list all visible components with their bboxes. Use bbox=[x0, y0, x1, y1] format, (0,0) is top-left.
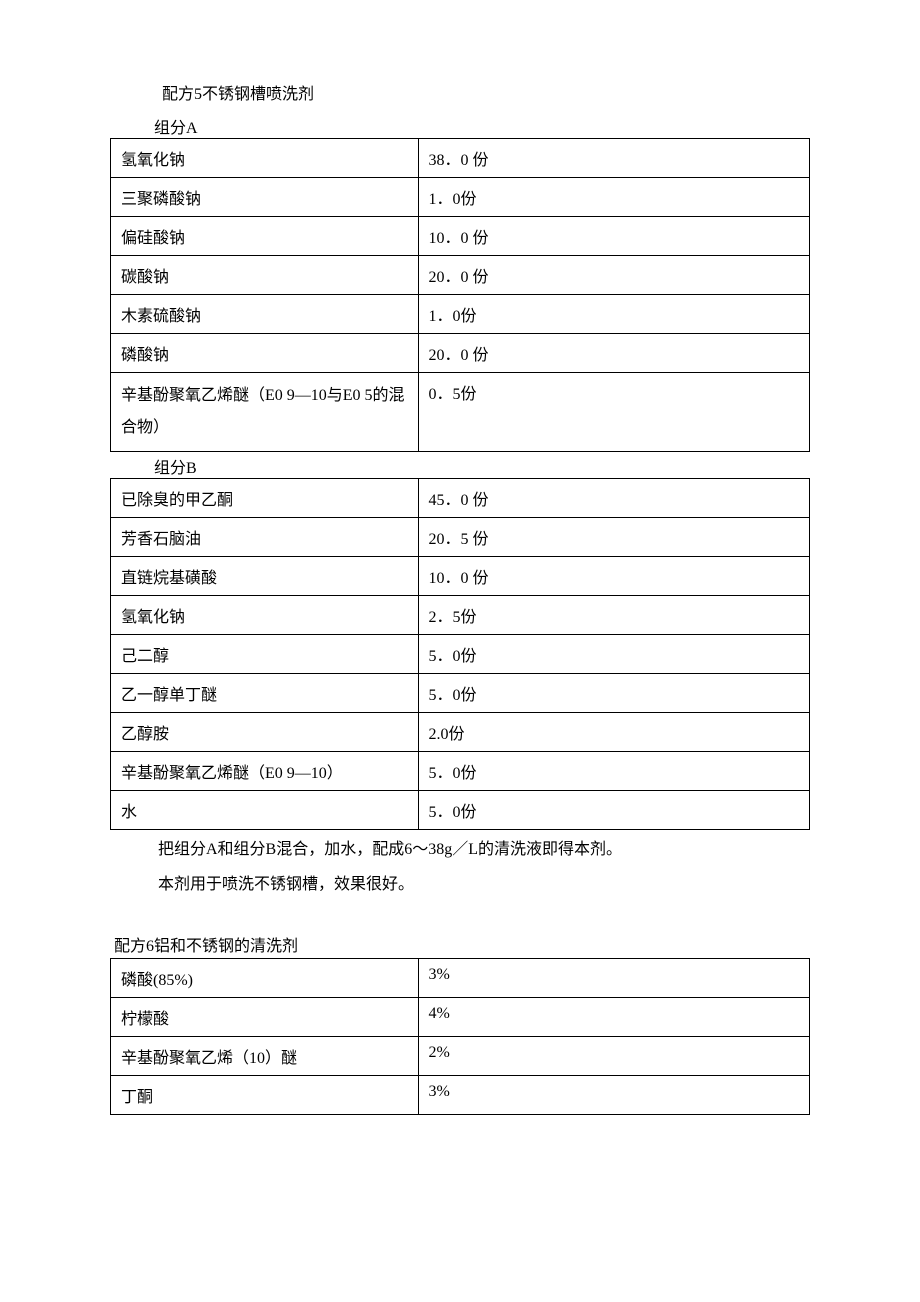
ingredient-name: 三聚磷酸钠 bbox=[111, 178, 419, 217]
ingredient-name: 磷酸(85%) bbox=[111, 959, 419, 998]
ingredient-value: 5．0份 bbox=[418, 674, 809, 713]
ingredient-name: 偏硅酸钠 bbox=[111, 217, 419, 256]
group-b-table: 已除臭的甲乙酮 45．0 份 芳香石脑油 20．5 份 直链烷基磺酸 10．0 … bbox=[110, 478, 810, 830]
ingredient-name: 水 bbox=[111, 791, 419, 830]
ingredient-name: 磷酸钠 bbox=[111, 334, 419, 373]
ingredient-name: 辛基酚聚氧乙烯醚（E0 9—10） bbox=[111, 752, 419, 791]
table-row: 乙一醇单丁醚 5．0份 bbox=[111, 674, 810, 713]
ingredient-value: 5．0份 bbox=[418, 791, 809, 830]
ingredient-value: 1．0份 bbox=[418, 295, 809, 334]
ingredient-value: 4% bbox=[418, 998, 809, 1037]
table-row: 偏硅酸钠 10．0 份 bbox=[111, 217, 810, 256]
table-row: 碳酸钠 20．0 份 bbox=[111, 256, 810, 295]
group-a-table: 氢氧化钠 38．0 份 三聚磷酸钠 1．0份 偏硅酸钠 10．0 份 碳酸钠 2… bbox=[110, 138, 810, 452]
ingredient-name: 己二醇 bbox=[111, 635, 419, 674]
ingredient-value: 20．0 份 bbox=[418, 256, 809, 295]
table-row: 辛基酚聚氧乙烯醚（E0 9—10） 5．0份 bbox=[111, 752, 810, 791]
ingredient-value: 38．0 份 bbox=[418, 139, 809, 178]
ingredient-value: 3% bbox=[418, 1076, 809, 1115]
ingredient-value: 2% bbox=[418, 1037, 809, 1076]
ingredient-name: 丁酮 bbox=[111, 1076, 419, 1115]
ingredient-value: 1．0份 bbox=[418, 178, 809, 217]
ingredient-value: 5．0份 bbox=[418, 752, 809, 791]
page-content: 配方5不锈钢槽喷洗剂 组分A 氢氧化钠 38．0 份 三聚磷酸钠 1．0份 偏硅… bbox=[0, 0, 920, 1167]
table-row: 水 5．0份 bbox=[111, 791, 810, 830]
formula5-title: 配方5不锈钢槽喷洗剂 bbox=[110, 80, 810, 104]
table-row: 直链烷基磺酸 10．0 份 bbox=[111, 557, 810, 596]
table-row: 磷酸钠 20．0 份 bbox=[111, 334, 810, 373]
ingredient-value: 2.0份 bbox=[418, 713, 809, 752]
ingredient-value: 2．5份 bbox=[418, 596, 809, 635]
ingredient-value: 20．0 份 bbox=[418, 334, 809, 373]
formula5-paragraph1: 把组分A和组分B混合，加水，配成6～38g／L的清洗液即得本剂。 bbox=[110, 832, 810, 867]
formula6-title: 配方6铝和不锈钢的清洗剂 bbox=[110, 932, 810, 956]
table-row: 乙醇胺 2.0份 bbox=[111, 713, 810, 752]
ingredient-name: 直链烷基磺酸 bbox=[111, 557, 419, 596]
table-row: 辛基酚聚氧乙烯醚（E0 9—10与E0 5的混合物） 0．5份 bbox=[111, 373, 810, 452]
ingredient-name: 氢氧化钠 bbox=[111, 139, 419, 178]
ingredient-name: 柠檬酸 bbox=[111, 998, 419, 1037]
group-b-label: 组分B bbox=[110, 454, 810, 478]
ingredient-value: 20．5 份 bbox=[418, 518, 809, 557]
ingredient-name: 已除臭的甲乙酮 bbox=[111, 479, 419, 518]
group-a-label: 组分A bbox=[110, 114, 810, 138]
table-row: 丁酮 3% bbox=[111, 1076, 810, 1115]
ingredient-name: 木素硫酸钠 bbox=[111, 295, 419, 334]
ingredient-value: 5．0份 bbox=[418, 635, 809, 674]
ingredient-name: 乙醇胺 bbox=[111, 713, 419, 752]
ingredient-value: 3% bbox=[418, 959, 809, 998]
table-row: 已除臭的甲乙酮 45．0 份 bbox=[111, 479, 810, 518]
ingredient-name: 辛基酚聚氧乙烯（10）醚 bbox=[111, 1037, 419, 1076]
table-row: 己二醇 5．0份 bbox=[111, 635, 810, 674]
ingredient-name: 氢氧化钠 bbox=[111, 596, 419, 635]
formula5-paragraph2: 本剂用于喷洗不锈钢槽，效果很好。 bbox=[110, 867, 810, 902]
ingredient-name: 碳酸钠 bbox=[111, 256, 419, 295]
ingredient-value: 0．5份 bbox=[418, 373, 809, 452]
formula6-table: 磷酸(85%) 3% 柠檬酸 4% 辛基酚聚氧乙烯（10）醚 2% 丁酮 3% bbox=[110, 958, 810, 1115]
table-row: 磷酸(85%) 3% bbox=[111, 959, 810, 998]
table-row: 氢氧化钠 2．5份 bbox=[111, 596, 810, 635]
ingredient-value: 45．0 份 bbox=[418, 479, 809, 518]
ingredient-value: 10．0 份 bbox=[418, 557, 809, 596]
table-row: 辛基酚聚氧乙烯（10）醚 2% bbox=[111, 1037, 810, 1076]
ingredient-value: 10．0 份 bbox=[418, 217, 809, 256]
ingredient-name: 芳香石脑油 bbox=[111, 518, 419, 557]
table-row: 柠檬酸 4% bbox=[111, 998, 810, 1037]
table-row: 三聚磷酸钠 1．0份 bbox=[111, 178, 810, 217]
table-row: 木素硫酸钠 1．0份 bbox=[111, 295, 810, 334]
table-row: 氢氧化钠 38．0 份 bbox=[111, 139, 810, 178]
ingredient-name: 辛基酚聚氧乙烯醚（E0 9—10与E0 5的混合物） bbox=[111, 373, 419, 452]
table-row: 芳香石脑油 20．5 份 bbox=[111, 518, 810, 557]
ingredient-name: 乙一醇单丁醚 bbox=[111, 674, 419, 713]
